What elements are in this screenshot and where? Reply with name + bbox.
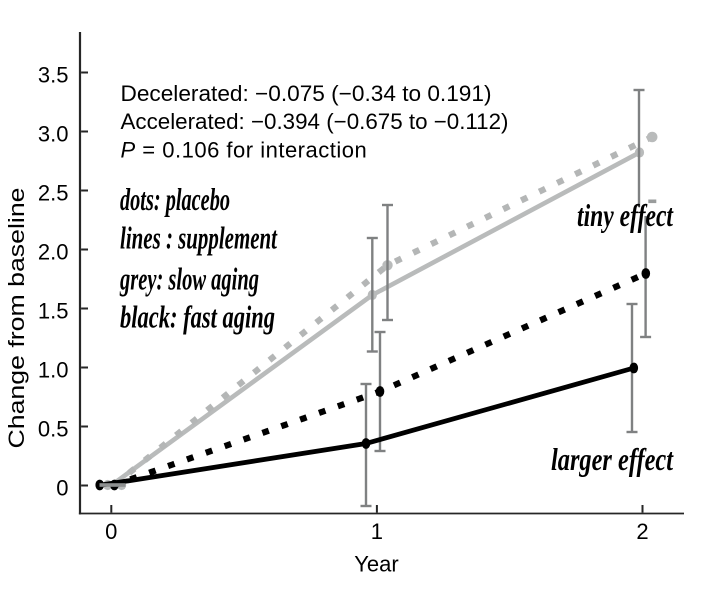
svg-text:0.5: 0.5 [38,417,69,442]
svg-text:P = 0.106 for interaction: P = 0.106 for interaction [121,137,368,162]
svg-text:dots: placebo: dots: placebo [120,181,230,217]
svg-text:black: fast aging: black: fast aging [120,299,275,335]
svg-text:2: 2 [636,519,648,544]
svg-text:3.5: 3.5 [38,63,69,88]
svg-text:tiny effect: tiny effect [577,197,674,233]
svg-text:2.5: 2.5 [38,181,69,206]
svg-text:3.0: 3.0 [38,122,69,147]
svg-text:1: 1 [371,519,383,544]
svg-text:Year: Year [354,552,398,577]
svg-text:1.5: 1.5 [38,299,69,324]
svg-text:2.0: 2.0 [38,240,69,265]
svg-text:lines : supplement: lines : supplement [120,220,278,256]
svg-text:Accelerated: −0.394 (−0.675 to: Accelerated: −0.394 (−0.675 to −0.112) [121,109,509,134]
svg-text:Decelerated: −0.075 (−0.34 to: Decelerated: −0.075 (−0.34 to 0.191) [121,81,492,106]
svg-text:0: 0 [105,519,117,544]
svg-text:larger effect: larger effect [551,441,674,477]
svg-text:0: 0 [56,476,68,501]
svg-text:Change from baseline: Change from baseline [4,188,29,449]
svg-text:grey: slow aging: grey: slow aging [119,261,259,297]
svg-text:1.0: 1.0 [38,358,69,383]
